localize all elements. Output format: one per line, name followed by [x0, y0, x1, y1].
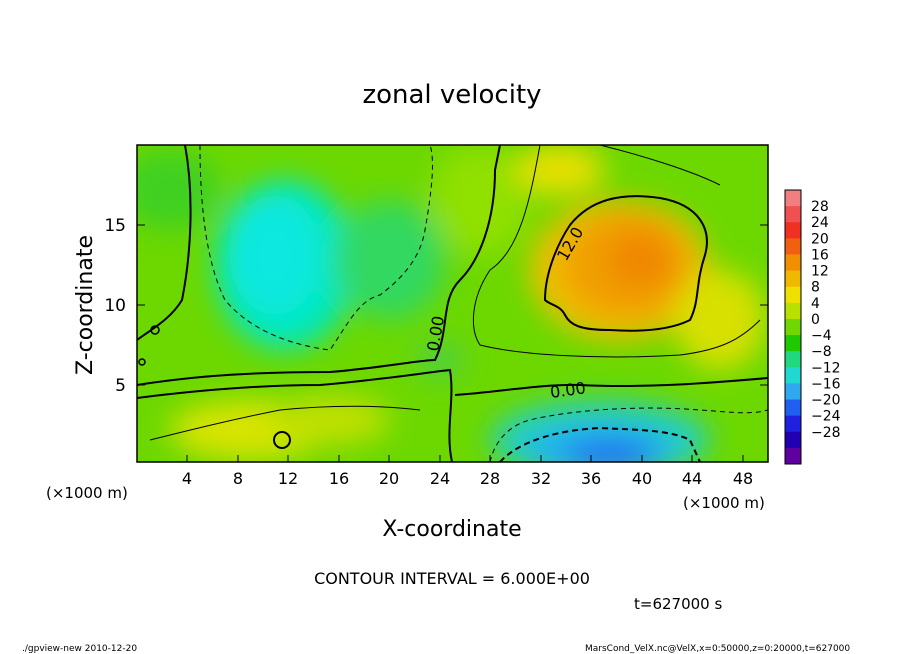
- x-tick-label: 4: [182, 469, 192, 488]
- x-tick-label: 48: [733, 469, 753, 488]
- colorbar-swatch: [785, 383, 801, 401]
- colorbar-label: 12: [811, 264, 829, 280]
- x-tick-label: 24: [430, 469, 450, 488]
- colorbar-swatch: [785, 238, 801, 255]
- velocity-field: [137, 145, 768, 462]
- colorbar-label: −24: [811, 409, 841, 425]
- time-text: t=627000 s: [634, 595, 722, 613]
- colorbar-swatch: [785, 270, 801, 288]
- y-tick-label: 5: [115, 376, 126, 396]
- colorbar-swatch: [785, 254, 801, 272]
- x-tick-marks: [186, 455, 744, 462]
- colorbar-frame: [784, 189, 802, 465]
- colorbar-label: 20: [811, 231, 829, 247]
- footer-right-text: MarsCond_VelX.nc@VelX,x=0:50000,z=0:2000…: [585, 644, 850, 654]
- chart-title: zonal velocity: [362, 80, 541, 110]
- plot-frame: [136, 144, 769, 463]
- colorbar-swatch: [785, 447, 801, 465]
- colorbar-swatch: [785, 431, 801, 449]
- contour-lines: [137, 145, 768, 462]
- x-tick-label: 20: [379, 469, 399, 488]
- colorbar-label: −20: [811, 393, 841, 409]
- colorbar-swatch: [785, 302, 801, 320]
- colorbar: [784, 189, 802, 465]
- x-unit-label: (×1000 m): [683, 494, 765, 512]
- colorbar-swatch: [785, 399, 801, 417]
- colorbar-swatch: [785, 286, 801, 304]
- x-tick-label: 32: [531, 469, 551, 488]
- colorbar-label: 16: [811, 247, 829, 263]
- colorbar-swatch: [785, 222, 801, 239]
- colorbar-label: 28: [811, 199, 829, 215]
- x-tick-label: 8: [233, 469, 243, 488]
- x-tick-label: 16: [329, 469, 349, 488]
- contour-interval-text: CONTOUR INTERVAL = 6.000E+00: [314, 569, 590, 588]
- colorbar-label: 0: [811, 312, 820, 328]
- colorbar-label: −12: [811, 360, 841, 376]
- colorbar-swatch: [785, 318, 801, 336]
- x-tick-label: 40: [632, 469, 652, 488]
- footer-left-text: ./gpview-new 2010-12-20: [22, 644, 137, 654]
- x-tick-label: 44: [682, 469, 702, 488]
- colorbar-swatch: [785, 351, 801, 368]
- y-tick-label: 15: [104, 216, 126, 236]
- colorbar-swatch: [785, 206, 801, 223]
- y-axis-title: Z-coordinate: [73, 235, 98, 375]
- colorbar-label: −4: [811, 328, 832, 344]
- y-tick-label: 10: [104, 296, 126, 316]
- colorbar-label: −28: [811, 425, 841, 441]
- colorbar-swatch: [785, 415, 801, 433]
- colorbar-label: −8: [811, 344, 832, 360]
- y-tick-marks: [137, 224, 768, 386]
- colorbar-label: 8: [811, 280, 820, 296]
- colorbar-label: −16: [811, 376, 841, 392]
- colorbar-swatch: [785, 367, 801, 384]
- colorbar-label: 4: [811, 296, 820, 312]
- colorbar-swatch: [785, 335, 801, 352]
- colorbar-swatch: [785, 190, 801, 207]
- colorbar-label: 24: [811, 215, 829, 231]
- x-tick-label: 28: [480, 469, 500, 488]
- contour-label-zero-lower: 0.00: [549, 378, 587, 402]
- x-axis-title: X-coordinate: [382, 517, 521, 542]
- y-unit-label: (×1000 m): [46, 484, 128, 502]
- x-tick-label: 36: [581, 469, 601, 488]
- x-tick-label: 12: [278, 469, 298, 488]
